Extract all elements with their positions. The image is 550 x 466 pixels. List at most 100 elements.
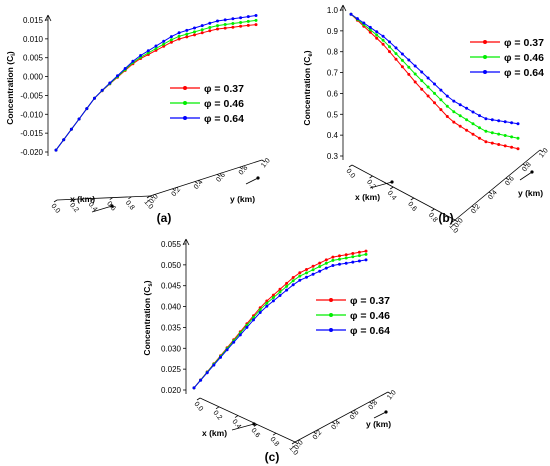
legend-marker	[483, 40, 487, 44]
data-point	[200, 28, 204, 32]
z-axis-title-close: )	[5, 51, 15, 54]
data-point	[216, 19, 219, 23]
data-point	[108, 81, 112, 85]
series-2	[349, 12, 520, 140]
z-tick-label: -0.005	[20, 91, 43, 100]
data-point	[407, 58, 411, 62]
y-tick-mark	[387, 391, 392, 395]
data-point	[298, 274, 302, 278]
z-axis-title: Concentration (Ci)	[5, 51, 17, 125]
data-point	[357, 250, 361, 254]
data-point	[400, 65, 404, 69]
data-point	[225, 348, 229, 352]
x-axis-line	[56, 195, 151, 201]
x-direction-arrowhead	[390, 180, 394, 184]
data-point	[351, 255, 355, 259]
legend: φ = 0.37 φ = 0.46 φ = 0.64	[316, 295, 390, 337]
data-point	[433, 91, 436, 95]
data-point	[177, 34, 181, 38]
data-point	[318, 261, 322, 265]
chart-panel-3: 0.055 0.050 0.045 0.040 0.035 0.030 0.025 0.020…	[142, 238, 398, 464]
z-tick-label: -0.010	[20, 110, 43, 119]
data-point	[490, 118, 494, 122]
data-point	[433, 101, 436, 105]
y-tick-label: 1.0	[260, 157, 272, 169]
data-point	[185, 35, 189, 39]
y-tick-label: 0.0	[293, 439, 305, 451]
data-point	[223, 26, 227, 30]
series-line	[193, 253, 367, 389]
data-point	[471, 110, 475, 114]
data-point	[357, 254, 361, 258]
data-point	[77, 117, 81, 121]
z-axis-title: Concentration (Cs)	[142, 280, 154, 355]
data-point	[368, 25, 372, 29]
data-point	[258, 308, 262, 312]
data-point	[471, 122, 475, 126]
data-point	[407, 72, 411, 76]
data-point	[344, 261, 348, 265]
legend-marker	[183, 101, 187, 105]
data-point	[193, 30, 196, 34]
x-axis-title: x (km)	[70, 194, 95, 204]
x-direction-arrow	[91, 205, 113, 213]
series-3	[349, 12, 520, 126]
data-point	[478, 126, 481, 130]
data-point	[245, 325, 249, 329]
x-tick-mark	[146, 195, 151, 199]
data-point	[85, 107, 89, 111]
data-point	[439, 108, 443, 112]
y-tick-mark	[261, 159, 266, 163]
data-point	[116, 74, 119, 78]
data-point	[394, 57, 398, 61]
series-3	[192, 258, 368, 390]
data-point	[231, 17, 235, 21]
data-point	[458, 103, 462, 107]
data-point	[503, 144, 507, 148]
data-point	[364, 252, 368, 256]
x-tick-mark	[253, 424, 258, 427]
data-point	[265, 301, 269, 305]
z-tick-label: 0.035	[161, 323, 182, 332]
x-tick-label: 0.2	[68, 202, 80, 214]
z-tick-label: 0.050	[161, 261, 182, 270]
data-point	[381, 42, 385, 46]
z-tick-label: 0.005	[23, 54, 44, 63]
y-tick-mark	[313, 431, 317, 435]
chart-panel-1: 0.015 0.010 0.005 0.000 -0.005 -0.010 -0.015 -0…	[5, 14, 272, 225]
data-point	[146, 49, 150, 53]
data-point	[510, 121, 514, 125]
data-point	[458, 124, 462, 128]
data-point	[362, 21, 366, 25]
data-point	[324, 266, 328, 270]
data-point	[305, 268, 308, 271]
data-point	[351, 252, 355, 255]
data-point	[216, 27, 219, 31]
data-point	[162, 44, 166, 48]
data-point	[231, 25, 235, 29]
data-point	[490, 141, 494, 145]
x-tick-mark	[109, 197, 114, 200]
y-tick-mark	[471, 205, 476, 209]
y-tick-label: 0.0	[453, 217, 465, 229]
y-direction-arrowhead	[256, 176, 260, 180]
y-axis-line	[149, 159, 263, 197]
data-point	[232, 340, 236, 344]
data-point	[338, 254, 341, 258]
data-point	[388, 40, 391, 44]
data-point	[407, 65, 411, 69]
y-tick-label: 0.2	[470, 203, 482, 215]
y-axis-title: y (km)	[230, 194, 255, 204]
x-axis-line	[199, 397, 296, 443]
data-point	[394, 46, 398, 50]
x-tick-mark	[369, 175, 373, 179]
data-point	[223, 18, 227, 22]
data-point	[246, 15, 250, 19]
data-point	[298, 278, 302, 282]
y-tick-label: 0.6	[215, 172, 227, 184]
data-point	[311, 272, 315, 276]
data-point	[265, 299, 269, 303]
z-tick-label: 0.010	[23, 35, 44, 44]
legend-label: φ = 0.37	[504, 37, 544, 49]
x-tick-mark	[128, 196, 132, 200]
